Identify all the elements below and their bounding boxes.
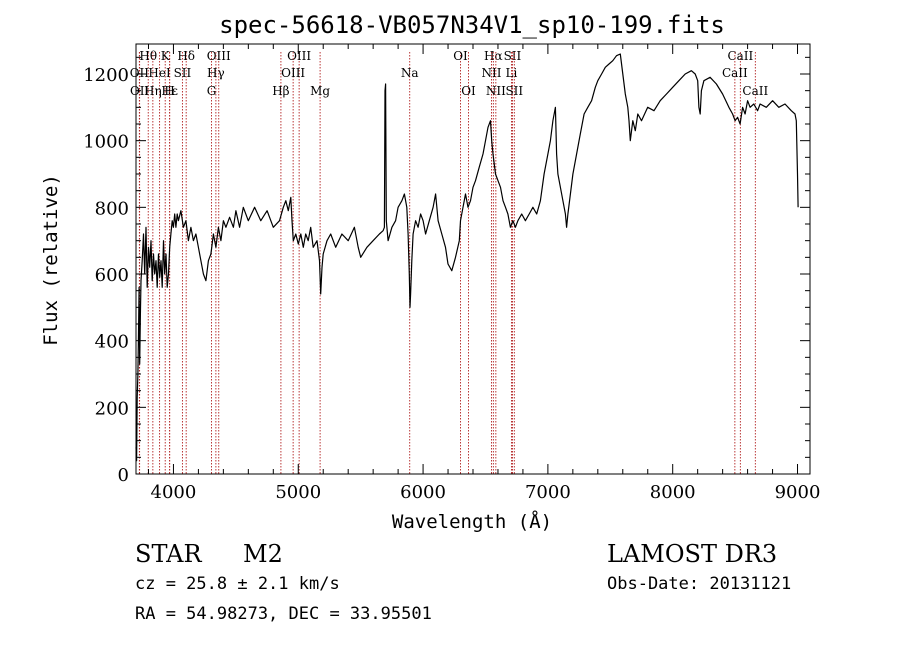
survey-name: LAMOST DR3 (607, 540, 778, 568)
y-tick-label: 800 (95, 198, 129, 219)
line-marker-label: G (207, 84, 217, 98)
line-marker-label: OIII (281, 66, 305, 80)
line-marker-label: NII (486, 84, 506, 98)
object-subclass: M2 (243, 540, 283, 568)
y-tick-label: 1000 (83, 132, 129, 153)
line-marker-label: Hβ (272, 84, 289, 98)
line-marker-label: SII (505, 84, 523, 98)
line-marker-label: OI (453, 49, 468, 63)
y-tick-label: 600 (95, 265, 129, 286)
x-axis-label: Wavelength (Å) (392, 510, 552, 533)
y-tick-label: 0 (118, 465, 129, 486)
line-marker-label: CaII (722, 66, 748, 80)
line-marker-label: Hδ (177, 49, 195, 63)
line-marker-label: HeI (148, 66, 171, 80)
y-tick-label: 400 (95, 332, 129, 353)
chart-title: spec-56618-VB057N34V1_sp10-199.fits (219, 11, 725, 39)
line-marker-label: NII (481, 66, 501, 80)
line-marker-label: Hθ (139, 49, 157, 63)
x-tick-label: 9000 (775, 482, 821, 503)
plot-frame (135, 43, 811, 475)
line-marker-label: Hη (144, 84, 162, 98)
coordinates: RA = 54.98273, DEC = 33.95501 (135, 604, 432, 624)
line-marker-label: Hγ (207, 66, 225, 80)
line-marker-label: OI (461, 84, 476, 98)
line-marker-label: OIII (287, 49, 311, 63)
line-marker-label: Mg (310, 84, 330, 98)
line-marker-label: CaII (727, 49, 753, 63)
line-marker-label: H (164, 84, 174, 98)
line-marker-label: Hα (484, 49, 503, 63)
x-tick-label: 8000 (650, 482, 696, 503)
line-marker-label: OIII (207, 49, 231, 63)
line-marker-label: K (161, 49, 171, 63)
obs-date: Obs-Date: 20131121 (607, 574, 792, 594)
line-marker-label: Na (401, 66, 419, 80)
x-tick-label: 5000 (275, 482, 321, 503)
y-tick-label: 1200 (83, 65, 129, 86)
line-marker-label: SII (174, 66, 192, 80)
y-tick-label: 200 (95, 398, 129, 419)
series-layer (135, 53, 799, 462)
object-class: STAR (135, 540, 202, 568)
x-tick-label: 7000 (525, 482, 571, 503)
y-axis-label: Flux (relative) (40, 174, 62, 346)
redshift-value: cz = 25.8 ± 2.1 km/s (135, 574, 340, 594)
line-marker-label: Li (506, 66, 518, 80)
line-marker-label: CaII (742, 84, 768, 98)
x-tick-label: 6000 (400, 482, 446, 503)
spectrum-line (135, 53, 799, 462)
x-tick-label: 4000 (151, 482, 197, 503)
line-marker-label: SII (504, 49, 522, 63)
axes: 4000 5000 6000 7000 8000 9000 0 200 400 600 800 100… (83, 43, 821, 503)
